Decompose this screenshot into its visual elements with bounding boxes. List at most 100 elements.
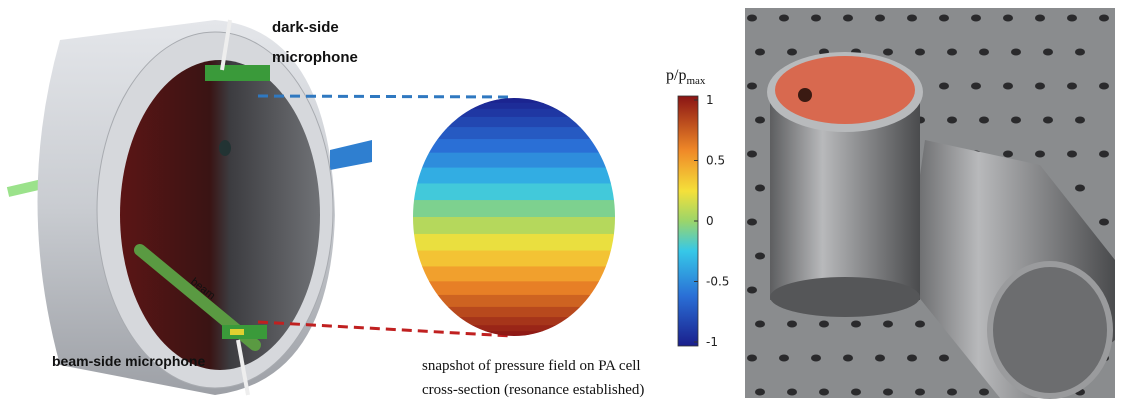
hole xyxy=(883,48,893,56)
hole xyxy=(915,388,925,396)
hole xyxy=(915,48,925,56)
field-band xyxy=(413,183,615,201)
hole xyxy=(779,354,789,362)
hole xyxy=(1043,48,1053,56)
field-band xyxy=(413,116,615,128)
hole xyxy=(1067,150,1077,158)
field-band xyxy=(413,325,615,332)
hole xyxy=(1035,150,1045,158)
hole xyxy=(1003,82,1013,90)
pressure-field xyxy=(413,98,615,336)
hole xyxy=(1067,82,1077,90)
caption: cross-section (resonance established) xyxy=(422,382,644,398)
hole xyxy=(979,388,989,396)
colorbar-tick-label: 1 xyxy=(706,93,714,107)
colorbar-tick-label: -0.5 xyxy=(706,275,729,289)
field-band xyxy=(413,217,615,235)
hole xyxy=(779,14,789,22)
photo xyxy=(745,8,1115,399)
hole xyxy=(1043,116,1053,124)
label: microphone xyxy=(272,49,358,66)
hole xyxy=(851,388,861,396)
field-band xyxy=(413,139,615,154)
hole xyxy=(971,82,981,90)
hole xyxy=(1011,48,1021,56)
hole xyxy=(1003,150,1013,158)
hole xyxy=(819,388,829,396)
hole xyxy=(755,252,765,260)
hole xyxy=(1075,48,1085,56)
hole xyxy=(787,388,797,396)
hole xyxy=(755,184,765,192)
hole xyxy=(851,320,861,328)
hole xyxy=(1003,14,1013,22)
field-band xyxy=(413,281,615,296)
hole xyxy=(1099,218,1109,226)
field-band xyxy=(413,108,615,118)
hole xyxy=(883,388,893,396)
colorbar-tick-label: 0 xyxy=(706,214,714,228)
field-band xyxy=(413,102,615,110)
field-band xyxy=(413,250,615,268)
hole xyxy=(939,82,949,90)
hole xyxy=(947,388,957,396)
hole xyxy=(755,388,765,396)
hole xyxy=(819,320,829,328)
hole xyxy=(747,14,757,22)
label: dark-side xyxy=(272,19,339,36)
hole xyxy=(947,48,957,56)
hole xyxy=(907,14,917,22)
hole xyxy=(1035,82,1045,90)
hole xyxy=(947,116,957,124)
field-band xyxy=(413,331,615,336)
field-band xyxy=(413,294,615,308)
hole xyxy=(979,116,989,124)
hole xyxy=(939,354,949,362)
field-band xyxy=(413,266,615,282)
hole xyxy=(1099,14,1109,22)
field-band xyxy=(413,98,615,100)
field-band xyxy=(413,317,615,326)
caption: snapshot of pressure field on PA cell xyxy=(422,358,641,374)
hole xyxy=(787,48,797,56)
hole xyxy=(1099,150,1109,158)
hole xyxy=(1075,116,1085,124)
hole xyxy=(939,14,949,22)
colorbar: p/pmax 1 0.5 0 -0.5 -1 xyxy=(666,67,729,349)
hole xyxy=(1011,116,1021,124)
hole xyxy=(1035,14,1045,22)
label: beam-side microphone xyxy=(52,353,205,369)
hole xyxy=(747,218,757,226)
colorbar-label: p/pmax xyxy=(666,67,706,87)
hole xyxy=(875,14,885,22)
hole xyxy=(875,354,885,362)
hole xyxy=(811,14,821,22)
hole xyxy=(843,14,853,22)
field-band xyxy=(413,334,615,336)
hole xyxy=(811,354,821,362)
field-band xyxy=(413,306,615,318)
hole xyxy=(979,48,989,56)
field-band xyxy=(413,99,615,104)
hole xyxy=(1067,14,1077,22)
field-band xyxy=(413,127,615,140)
hole xyxy=(1099,82,1109,90)
field-band xyxy=(413,152,615,169)
hole xyxy=(971,14,981,22)
field-band xyxy=(413,200,615,218)
hole xyxy=(843,354,853,362)
hole xyxy=(883,320,893,328)
hole xyxy=(747,354,757,362)
hole xyxy=(907,354,917,362)
colorbar-tick-label: -1 xyxy=(706,335,718,349)
hole xyxy=(747,82,757,90)
hole xyxy=(755,116,765,124)
hole xyxy=(787,320,797,328)
cell-render: dark-side microphone beam-side microphon… xyxy=(6,19,513,396)
hole xyxy=(747,286,757,294)
field-band xyxy=(413,167,615,185)
hole xyxy=(915,320,925,328)
hole xyxy=(755,48,765,56)
hole xyxy=(755,320,765,328)
